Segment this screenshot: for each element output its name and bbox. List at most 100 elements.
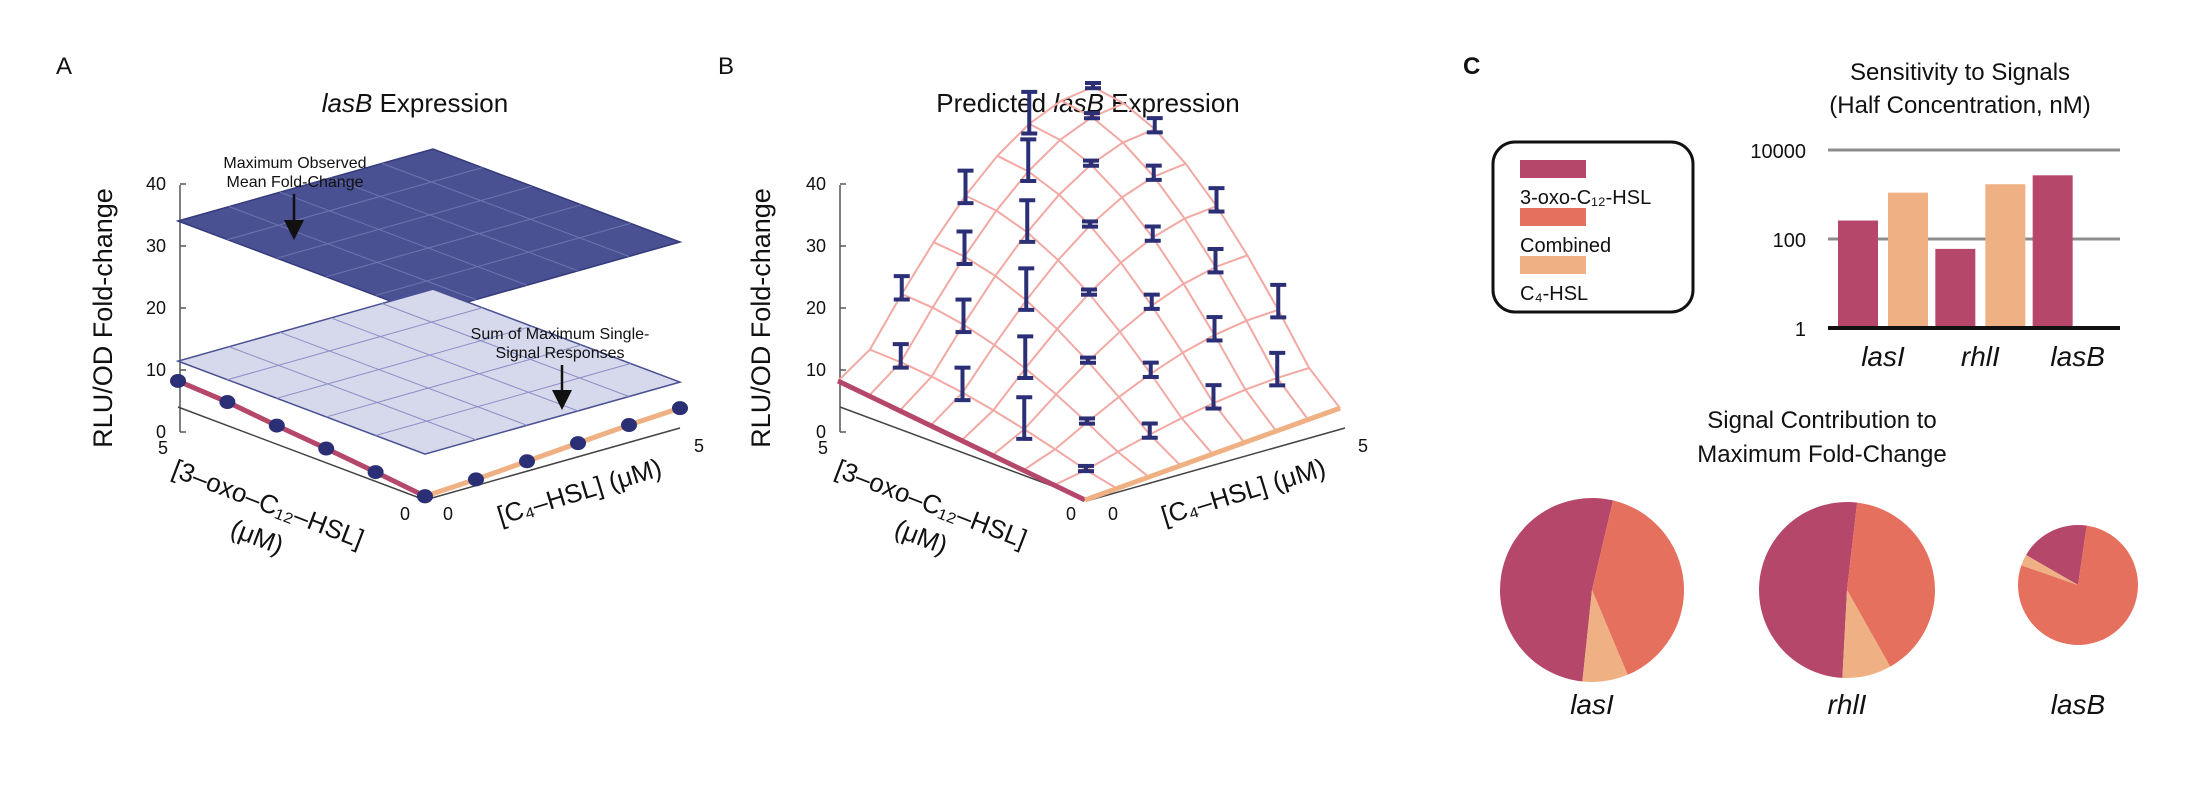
panel-b-z-tick-label: 40 <box>806 174 826 194</box>
c4-data-point <box>621 418 637 433</box>
panel-a-annot-bottom-1: Sum of Maximum Single- <box>471 326 650 343</box>
panel-a-title: lasB Expression <box>322 88 508 118</box>
pie-slice <box>2026 525 2087 585</box>
bar-y-tick-label: 100 <box>1773 230 1806 252</box>
bar-y-tick-label: 1 <box>1795 319 1806 341</box>
bar-chart-title-2: (Half Concentration, nM) <box>1829 92 2090 119</box>
panel-b-surface <box>836 81 1341 503</box>
panel-a-left-tick-0: 0 <box>400 504 410 524</box>
bar-category-label: lasI <box>1861 341 1905 372</box>
panel-b-right-tick-0: 0 <box>1108 504 1118 524</box>
c4-edge-line <box>1084 405 1341 503</box>
panel-a-annot-top-arrowhead <box>284 220 304 240</box>
legend-box <box>1491 140 1695 314</box>
c4-series-line <box>424 405 681 499</box>
legend-swatch <box>1520 208 1586 226</box>
plane-grid-line <box>381 162 630 257</box>
c4-data-point <box>417 489 433 504</box>
panel-b-right-floor-axis <box>1089 427 1346 501</box>
legend: 3-oxo-C₁₂-HSL Combined C₄-HSL <box>1520 160 1651 305</box>
pie-title-1: Signal Contribution to <box>1707 407 1936 434</box>
c4-data-point <box>570 436 586 451</box>
panel-a-z-tick-label: 10 <box>146 360 166 380</box>
plane-grid-line <box>228 346 477 441</box>
max-observed-plane <box>175 148 683 315</box>
panel-b-z-ticks: 0 10 20 30 40 <box>806 174 846 442</box>
panel-b-z-tick-label: 30 <box>806 236 826 256</box>
panel-a-z-tick-label: 20 <box>146 298 166 318</box>
panel-a-letter: A <box>56 53 72 80</box>
surface-grid-line <box>991 254 1248 457</box>
plane-grid-line <box>330 317 579 412</box>
surface-grid-line <box>1060 99 1309 421</box>
pie-title-2: Maximum Fold-Change <box>1697 441 1946 468</box>
bar-c4 <box>1888 192 1928 328</box>
plane-grid-line <box>375 222 631 296</box>
panel-a-title-rest: Expression <box>372 88 508 118</box>
panel-a-annot-top-2: Mean Fold-Change <box>227 174 364 191</box>
legend-label: Combined <box>1520 235 1611 257</box>
panel-b-left-tick-5: 5 <box>818 438 828 458</box>
panel-a: A lasB Expression 0 10 20 30 40 RLU/OD Fold-… <box>56 53 704 560</box>
surface-grid-line <box>996 154 1246 444</box>
oxo-data-point <box>318 441 335 456</box>
plane-grid-line <box>276 325 532 399</box>
panel-a-z-ticks: 0 10 20 30 40 <box>146 174 186 442</box>
oxo-data-point <box>367 465 384 480</box>
panel-a-annot-bottom-arrowhead <box>552 390 572 410</box>
panel-b-z-tick-label: 20 <box>806 298 826 318</box>
legend-label: C₄-HSL <box>1520 283 1588 305</box>
panel-b-title-rest: Expression <box>1104 88 1240 118</box>
panel-b-z-tick-label: 10 <box>806 360 826 380</box>
panel-c-letter: C <box>1463 53 1480 80</box>
panel-a-right-tick-5: 5 <box>694 436 704 456</box>
panel-a-z-tick-label: 30 <box>146 236 166 256</box>
panel-c: C 3-oxo-C₁₂-HSL Combined C₄-HSL Sensitivit… <box>1463 53 2138 720</box>
bar-c4 <box>1985 184 2026 328</box>
plane-grid-line <box>227 167 483 241</box>
panel-a-series <box>170 373 688 504</box>
oxo-edge-line <box>836 378 1087 503</box>
surface-grid-line <box>933 241 1182 467</box>
bar-category-label: lasB <box>2050 341 2104 372</box>
legend-swatch <box>1520 256 1586 274</box>
panel-a-ylabel: RLU/OD Fold-change <box>88 188 118 448</box>
surface-grid-line <box>960 205 1217 442</box>
plane-grid-line <box>326 204 582 278</box>
surface-grid-line <box>869 348 1118 490</box>
pie-label: lasI <box>1570 689 1614 720</box>
pie-slice <box>1759 502 1858 678</box>
legend-label: 3-oxo-C₁₂-HSL <box>1520 187 1651 209</box>
pie-slice <box>1582 590 1628 682</box>
pie-slice <box>2018 525 2138 646</box>
panel-b-z-tick-label: 0 <box>816 422 826 442</box>
bar-y-tick-label: 10000 <box>1750 141 1806 163</box>
panel-a-title-italic: lasB <box>322 88 373 118</box>
oxo-data-point <box>219 395 236 410</box>
pie-charts: lasI rhlI lasB <box>1499 497 2138 720</box>
plane-grid-line <box>279 191 528 286</box>
c4-data-point <box>672 401 688 416</box>
pie-slice <box>1592 500 1684 675</box>
bar-category-label: rhlI <box>1961 341 2000 372</box>
legend-swatch <box>1520 160 1586 178</box>
plane-grid-line <box>228 206 477 301</box>
panel-b-right-tick-5: 5 <box>1358 436 1368 456</box>
plane-grid-line <box>227 307 483 381</box>
panel-a-right-floor-axis <box>424 427 681 501</box>
plane-grid-line <box>375 363 631 437</box>
oxo-data-point <box>170 373 186 388</box>
plane-grid-line <box>279 331 528 426</box>
bar-oxo <box>2032 175 2073 328</box>
bar-oxo <box>1838 220 1878 328</box>
bar-oxo <box>1935 248 1976 328</box>
panel-a-z-tick-label: 0 <box>156 422 166 442</box>
pie-slice <box>1499 497 1614 682</box>
bar-chart: 1 100 10000 lasI rhlI lasB <box>1750 141 2120 372</box>
panel-a-annot-bottom-2: Signal Responses <box>496 345 625 362</box>
plane-grid-line <box>276 185 532 259</box>
pie-label: rhlI <box>1828 689 1867 720</box>
panel-a-annot-top-1: Maximum Observed <box>223 155 366 172</box>
